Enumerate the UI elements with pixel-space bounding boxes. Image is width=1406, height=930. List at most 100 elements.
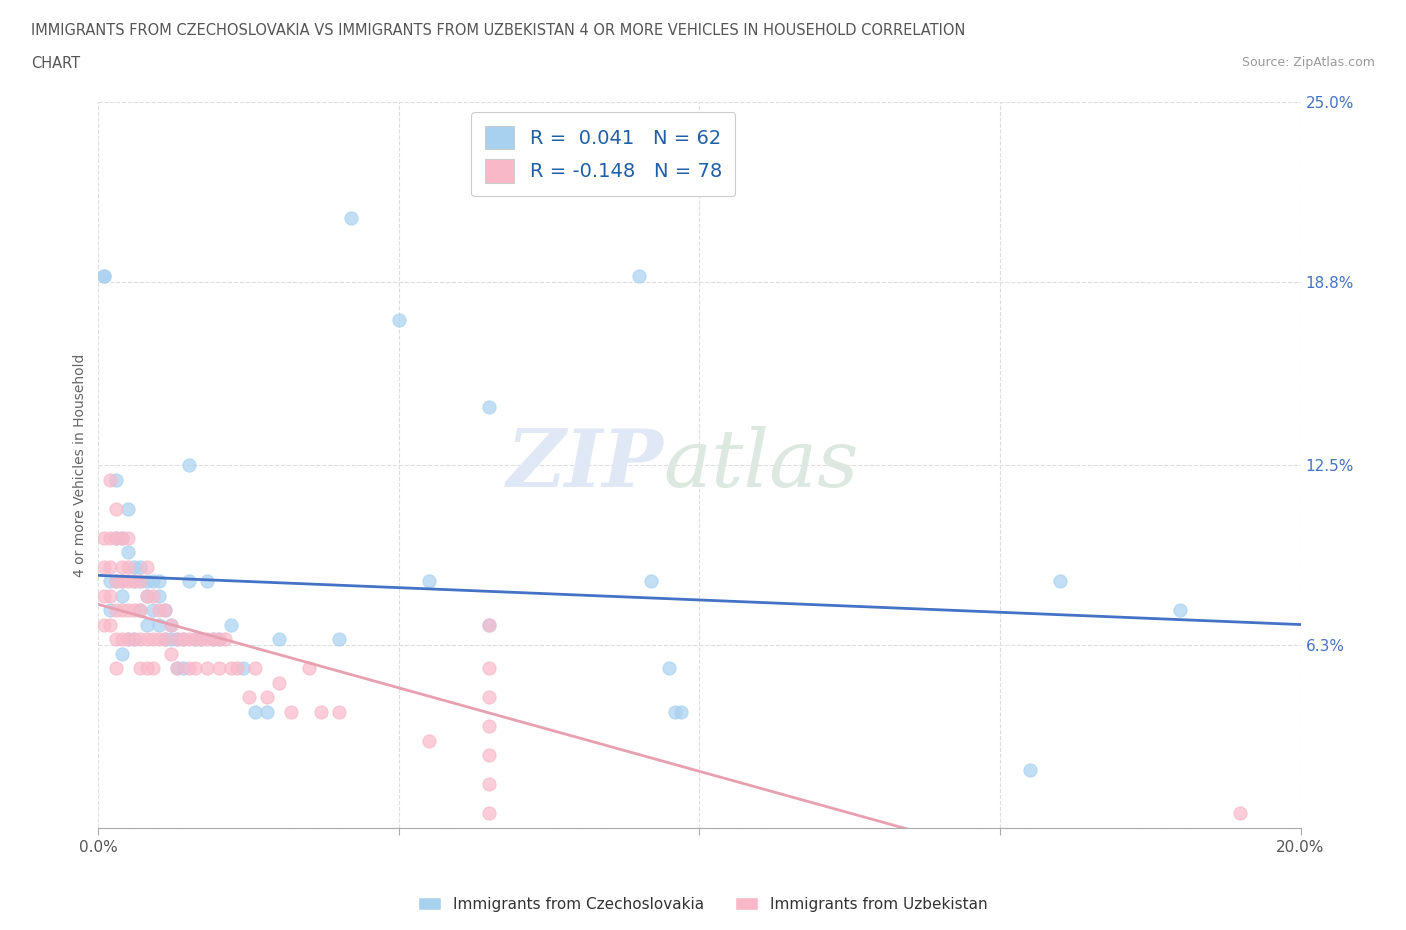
Point [93, 530, 115, 545]
Point [172, 631, 194, 646]
Point [201, 631, 224, 646]
Point [105, 603, 128, 618]
Point [124, 559, 146, 574]
Point [267, 631, 290, 646]
Point [111, 603, 134, 618]
Point [111, 574, 134, 589]
Point [309, 704, 332, 719]
Text: Source: ZipAtlas.com: Source: ZipAtlas.com [1241, 56, 1375, 69]
Point [159, 646, 181, 661]
Point [298, 660, 321, 675]
Point [135, 574, 157, 589]
Text: CHART: CHART [31, 56, 80, 71]
Point [148, 603, 170, 618]
Point [243, 660, 266, 675]
Point [478, 618, 501, 632]
Point [166, 660, 188, 675]
Point [671, 704, 693, 719]
Point [166, 660, 188, 675]
Point [117, 501, 139, 516]
Point [195, 631, 218, 646]
Point [328, 631, 350, 646]
Point [478, 618, 501, 632]
Point [141, 574, 163, 589]
Point [93, 588, 115, 603]
Point [93, 269, 115, 284]
Point [148, 574, 170, 589]
Point [177, 458, 200, 472]
Point [1049, 574, 1071, 589]
Point [219, 618, 242, 632]
Point [172, 660, 194, 675]
Y-axis label: 4 or more Vehicles in Household: 4 or more Vehicles in Household [73, 353, 87, 577]
Point [1019, 763, 1042, 777]
Point [640, 574, 662, 589]
Text: ZIP: ZIP [506, 426, 664, 504]
Point [100, 618, 122, 632]
Point [129, 574, 152, 589]
Point [148, 618, 170, 632]
Point [478, 400, 501, 415]
Point [183, 631, 205, 646]
Point [208, 631, 231, 646]
Point [129, 660, 152, 675]
Point [177, 574, 200, 589]
Point [135, 631, 157, 646]
Point [93, 618, 115, 632]
Point [177, 631, 200, 646]
Point [628, 269, 651, 284]
Point [478, 690, 501, 705]
Point [153, 631, 176, 646]
Point [141, 631, 163, 646]
Point [111, 530, 134, 545]
Point [111, 631, 134, 646]
Point [172, 631, 194, 646]
Point [166, 631, 188, 646]
Point [232, 660, 254, 675]
Point [478, 660, 501, 675]
Point [129, 603, 152, 618]
Point [105, 530, 128, 545]
Point [153, 631, 176, 646]
Point [135, 660, 157, 675]
Point [100, 530, 122, 545]
Point [117, 545, 139, 560]
Point [664, 704, 686, 719]
Point [105, 574, 128, 589]
Point [124, 631, 146, 646]
Point [135, 588, 157, 603]
Point [208, 631, 231, 646]
Point [105, 530, 128, 545]
Point [177, 660, 200, 675]
Point [129, 574, 152, 589]
Point [111, 530, 134, 545]
Point [195, 574, 218, 589]
Point [280, 704, 302, 719]
Point [111, 646, 134, 661]
Point [141, 603, 163, 618]
Point [117, 631, 139, 646]
Point [214, 631, 236, 646]
Point [124, 574, 146, 589]
Point [166, 631, 188, 646]
Point [105, 501, 128, 516]
Point [111, 588, 134, 603]
Point [124, 574, 146, 589]
Point [129, 559, 152, 574]
Point [478, 805, 501, 820]
Point [135, 618, 157, 632]
Point [478, 777, 501, 791]
Point [153, 603, 176, 618]
Point [100, 588, 122, 603]
Point [129, 603, 152, 618]
Point [117, 631, 139, 646]
Point [117, 559, 139, 574]
Point [135, 588, 157, 603]
Point [159, 618, 181, 632]
Point [124, 603, 146, 618]
Point [183, 631, 205, 646]
Point [388, 312, 411, 327]
Point [100, 559, 122, 574]
Point [256, 690, 278, 705]
Point [111, 574, 134, 589]
